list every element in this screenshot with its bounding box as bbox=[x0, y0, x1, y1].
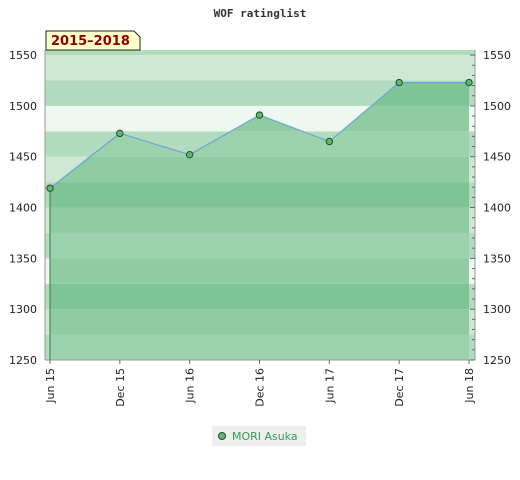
y-tick-label-right: 1400 bbox=[483, 202, 511, 215]
x-tick-label: Dec 17 bbox=[393, 368, 406, 407]
data-point bbox=[116, 129, 124, 138]
period-label: 2015–2018 bbox=[51, 34, 130, 49]
x-tick-label: Dec 15 bbox=[114, 368, 127, 407]
x-tick-label: Jun 15 bbox=[44, 368, 57, 404]
x-tick-label: Jun 16 bbox=[184, 368, 197, 404]
area-band bbox=[50, 182, 469, 208]
x-tick-label: Jun 18 bbox=[463, 368, 476, 404]
area-band bbox=[50, 283, 469, 310]
legend-marker-icon bbox=[218, 432, 226, 440]
y-tick-label-left: 1300 bbox=[9, 303, 37, 316]
data-point bbox=[465, 78, 473, 87]
y-tick-label-left: 1400 bbox=[9, 202, 37, 215]
area-band bbox=[50, 258, 469, 284]
data-marks bbox=[46, 78, 473, 360]
area-band bbox=[50, 309, 469, 335]
data-point bbox=[46, 184, 54, 192]
y-tick-label-right: 1500 bbox=[483, 100, 511, 113]
x-tick-label: Dec 16 bbox=[254, 368, 267, 407]
data-point bbox=[185, 150, 194, 159]
x-tick-label: Jun 17 bbox=[323, 368, 336, 404]
legend: MORI Asuka bbox=[212, 426, 306, 446]
data-point bbox=[325, 137, 334, 146]
y-tick-label-left: 1550 bbox=[9, 49, 37, 62]
grid-band bbox=[45, 50, 475, 56]
data-point bbox=[255, 111, 264, 119]
y-tick-label-right: 1350 bbox=[483, 252, 511, 265]
grid-band bbox=[45, 55, 475, 81]
data-point bbox=[395, 78, 403, 87]
area-band bbox=[50, 207, 469, 233]
y-tick-label-left: 1450 bbox=[9, 151, 37, 164]
y-tick-label-right: 1450 bbox=[483, 151, 511, 164]
area-band bbox=[50, 334, 469, 360]
y-tick-label-right: 1300 bbox=[483, 303, 511, 316]
axes: 1250 1250 1300 1300 1350 1350 1400 1400 1450 1450… bbox=[9, 49, 511, 407]
y-tick-label-left: 1500 bbox=[9, 100, 37, 113]
area-band bbox=[50, 232, 469, 259]
y-tick-label-left: 1350 bbox=[9, 252, 37, 265]
y-tick-label-left: 1250 bbox=[9, 354, 37, 367]
legend-series-name: MORI Asuka bbox=[232, 429, 298, 443]
chart-title: WOF ratinglist bbox=[214, 7, 307, 20]
area-layer bbox=[50, 82, 469, 360]
period-badge: 2015–2018 bbox=[45, 30, 141, 51]
y-tick-label-right: 1550 bbox=[483, 49, 511, 62]
area-band bbox=[50, 156, 469, 183]
y-tick-label-right: 1250 bbox=[483, 354, 511, 367]
